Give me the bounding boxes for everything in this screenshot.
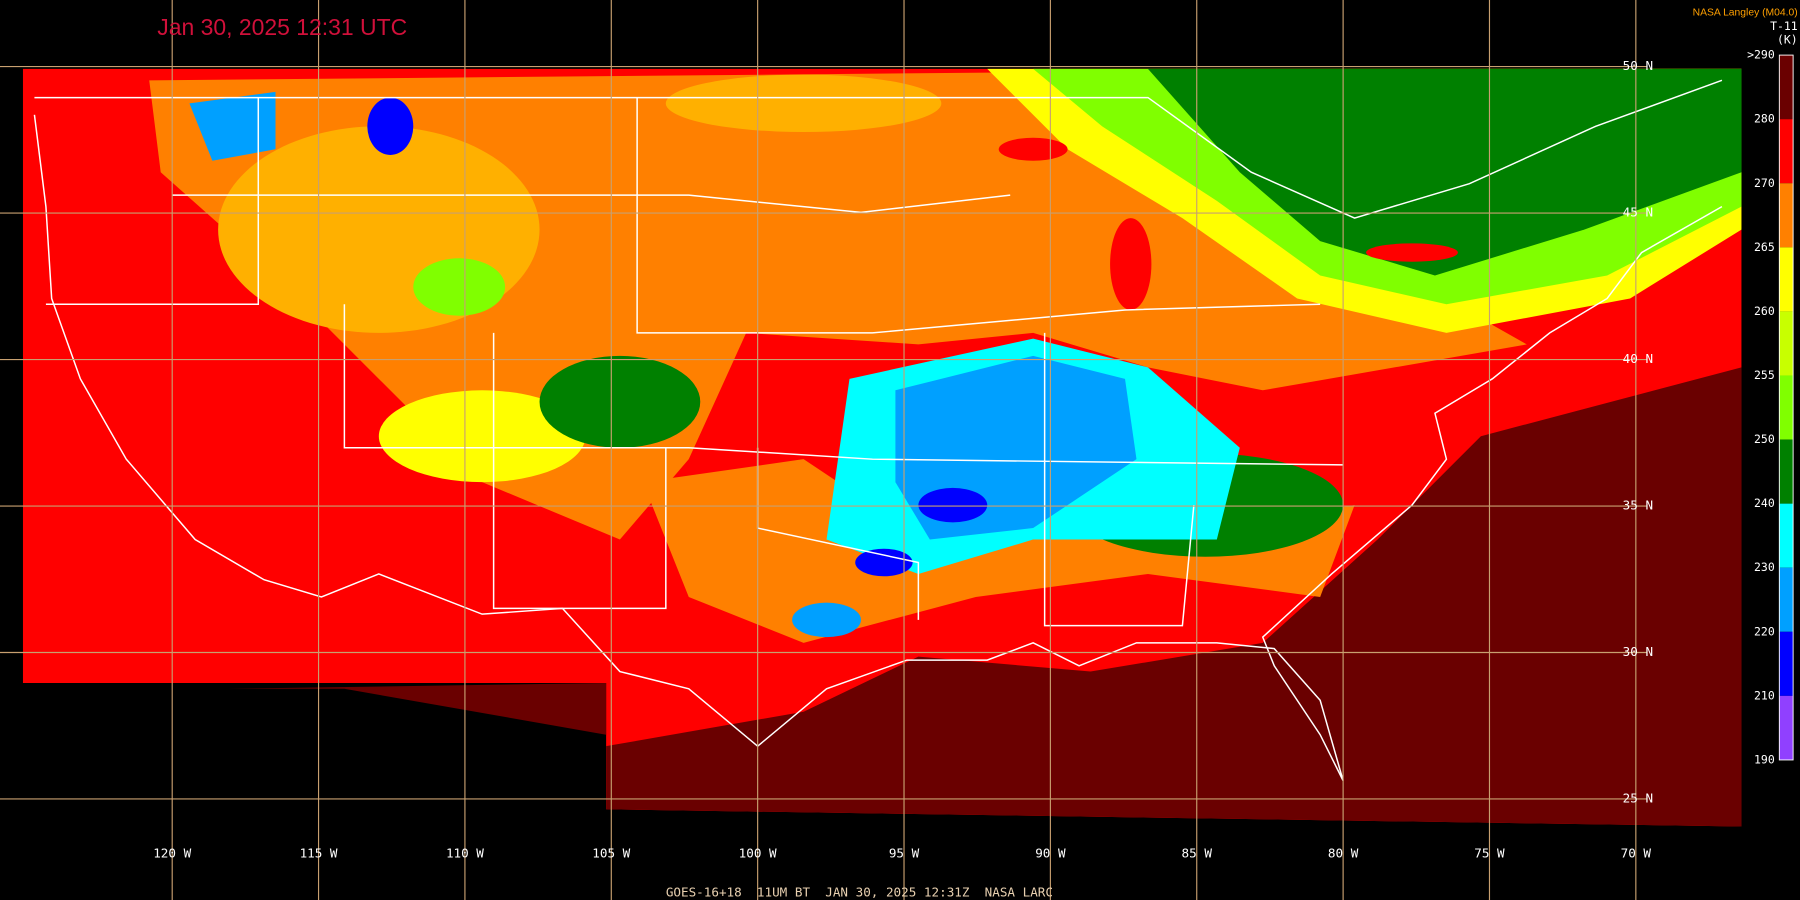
- timestamp: Jan 30, 2025 12:31 UTC: [157, 14, 407, 40]
- field-red: [1366, 243, 1458, 262]
- colorbar-frame: [1778, 54, 1794, 761]
- field-red: [1110, 218, 1152, 310]
- boundaries: [33, 79, 1723, 781]
- latitude-label: 25 N: [1623, 790, 1653, 805]
- coastline: [33, 114, 1723, 781]
- longitude-label: 115 W: [300, 846, 338, 861]
- field-lightblue: [189, 91, 276, 161]
- latitude-label: 35 N: [1623, 498, 1653, 513]
- field-blue: [855, 548, 913, 577]
- colorbar-segment: [1779, 695, 1794, 760]
- field-maroon: [606, 367, 1742, 827]
- field-green: [1147, 68, 1742, 276]
- field-blue: [367, 97, 414, 155]
- colorbar-segment: [1779, 503, 1794, 568]
- latitude-label: 45 N: [1623, 205, 1653, 220]
- border: [34, 79, 1723, 219]
- field-lightblue: [792, 602, 861, 638]
- colorbar-segment: [1779, 439, 1794, 504]
- longitude-label: 120 W: [153, 846, 191, 861]
- colorbar-label: >290: [1747, 48, 1775, 62]
- colorbar-segment: [1779, 567, 1794, 632]
- imagery: [22, 68, 1742, 827]
- longitude-label: 90 W: [1035, 846, 1066, 861]
- graticule-labels: 120 W 115 W 110 W 105 W 100 W 95 W 90 W 85 W 80 …: [153, 58, 1653, 861]
- longitude-label: 105 W: [592, 846, 630, 861]
- field-red: [998, 137, 1068, 161]
- longitude-label: 110 W: [446, 846, 484, 861]
- credit: NASA Langley (M04.0): [1693, 7, 1798, 18]
- state-line: [172, 194, 1011, 214]
- colorbar-segment: [1779, 311, 1794, 376]
- graticule: [0, 0, 1648, 900]
- colorbar-segment: [1779, 631, 1794, 696]
- state-line: [492, 332, 667, 610]
- state-line: [1043, 332, 1195, 627]
- field-green: [539, 355, 701, 448]
- state-line: [636, 97, 1321, 334]
- colorbar-label: 270: [1754, 176, 1775, 190]
- longitude-label: 95 W: [889, 846, 920, 861]
- colorbar-segment: [1779, 119, 1794, 184]
- latitude-label: 40 N: [1623, 351, 1653, 366]
- colorbar-title: T-11: [1770, 19, 1798, 33]
- longitude-label: 80 W: [1328, 846, 1359, 861]
- field-orange-south: [642, 459, 1355, 643]
- colorbar-label: 280: [1754, 112, 1775, 126]
- colorbar-segment: [1779, 247, 1794, 312]
- longitude-label: 70 W: [1621, 846, 1652, 861]
- field-yellow: [378, 390, 586, 483]
- colorbar: >290 280 270 265 260 255 250 240 230 220 210 190: [1747, 48, 1794, 766]
- colorbar-label: 255: [1754, 368, 1775, 382]
- longitude-label: 100 W: [739, 846, 777, 861]
- colorbar-segment: [1779, 183, 1794, 248]
- latitude-label: 50 N: [1623, 58, 1653, 73]
- field-lightgreen: [413, 258, 506, 316]
- state-line: [343, 304, 1344, 466]
- colorbar-segment: [1779, 375, 1794, 440]
- colorbar-label: 265: [1754, 240, 1775, 254]
- longitude-label: 75 W: [1474, 846, 1505, 861]
- field-maroon-west: [229, 683, 607, 735]
- field-blue: [918, 487, 988, 523]
- state-line: [45, 97, 260, 305]
- colorbar-label: 250: [1754, 432, 1775, 446]
- colorbar-label: 230: [1754, 560, 1775, 574]
- footer: GOES-16+18 11UM BT JAN 30, 2025 12:31Z N…: [666, 885, 1053, 900]
- colorbar-label: 220: [1754, 624, 1775, 638]
- colorbar-label: 190: [1754, 752, 1775, 766]
- colorbar-label: 240: [1754, 496, 1775, 510]
- colorbar-segment: [1779, 55, 1794, 120]
- colorbar-label: 210: [1754, 688, 1775, 702]
- colorbar-unit: (K): [1777, 33, 1798, 47]
- colorbar-label: 260: [1754, 304, 1775, 318]
- longitude-label: 85 W: [1182, 846, 1213, 861]
- field-yellow: [665, 74, 942, 133]
- latitude-label: 30 N: [1623, 644, 1653, 659]
